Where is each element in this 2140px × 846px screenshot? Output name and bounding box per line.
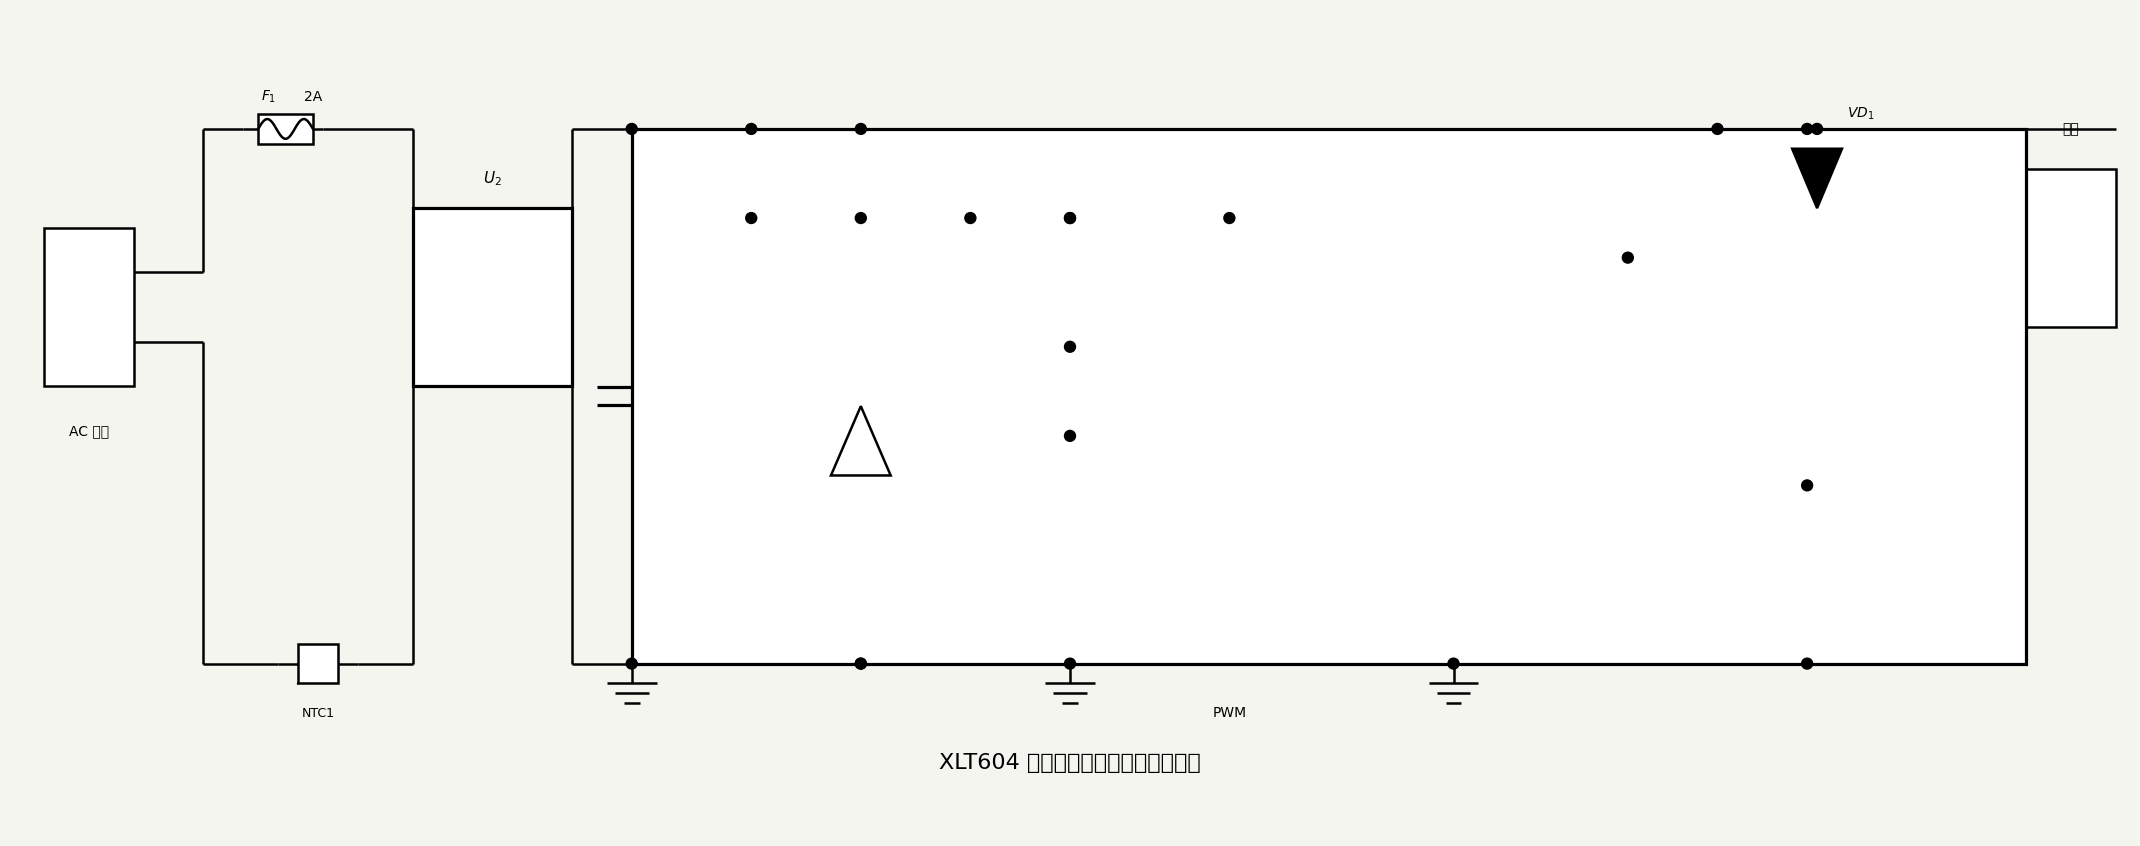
Text: 输出: 输出	[2063, 122, 2080, 136]
Text: $Q_1$: $Q_1$	[1697, 140, 1718, 158]
Circle shape	[627, 658, 638, 669]
Circle shape	[965, 212, 976, 223]
Text: $C_1$: $C_1$	[681, 367, 700, 386]
Bar	[297, 644, 338, 684]
Text: BYV260: BYV260	[1847, 137, 1894, 151]
Text: $L_1$: $L_1$	[1920, 164, 1935, 183]
Bar	[45, 228, 133, 387]
Text: LD   GATE: LD GATE	[1419, 340, 1487, 354]
Text: $R_2$: $R_2$	[1100, 253, 1119, 272]
Bar	[413, 208, 571, 387]
Text: $R_1$: $R_1$	[1748, 169, 1766, 188]
Text: $22\mu F$: $22\mu F$	[681, 408, 715, 424]
Bar	[1695, 160, 1740, 236]
Circle shape	[1224, 212, 1235, 223]
Bar	[259, 114, 312, 144]
Text: 4.7mH: 4.7mH	[1907, 236, 1947, 250]
Text: NTC1: NTC1	[302, 706, 334, 720]
Circle shape	[856, 658, 867, 669]
Bar	[1049, 480, 1091, 610]
Text: XLT604 在交流输入中的典型应用电路: XLT604 在交流输入中的典型应用电路	[939, 753, 1201, 772]
Text: $464k\Omega$: $464k\Omega$	[1748, 221, 1789, 235]
Text: $C_3$: $C_3$	[1010, 412, 1029, 431]
Text: $F_1$: $F_1$	[261, 89, 276, 106]
Circle shape	[1064, 431, 1076, 442]
Circle shape	[1622, 252, 1633, 263]
Text: $0.1\mu F$: $0.1\mu F$	[1171, 180, 1209, 196]
Circle shape	[856, 658, 867, 669]
Text: $2.2\mu F$: $2.2\mu F$	[882, 185, 918, 201]
Circle shape	[745, 212, 758, 223]
Polygon shape	[1791, 149, 1843, 208]
Text: $C_2$: $C_2$	[792, 214, 809, 233]
Circle shape	[1802, 480, 1813, 491]
Text: GND: GND	[1438, 508, 1468, 522]
Bar	[1785, 512, 1830, 578]
Text: ZD: ZD	[905, 424, 927, 438]
Text: IRF840: IRF840	[1828, 316, 1870, 328]
Bar	[1885, 190, 1969, 226]
Circle shape	[1712, 124, 1723, 135]
Bar	[1049, 349, 1091, 404]
Text: $0.1\mu F$: $0.1\mu F$	[792, 260, 828, 276]
Circle shape	[1449, 658, 1459, 669]
Circle shape	[1802, 124, 1813, 135]
Circle shape	[856, 124, 867, 135]
Bar	[2027, 168, 2116, 327]
Circle shape	[1813, 124, 1823, 135]
Bar	[839, 149, 882, 198]
Text: R: R	[890, 146, 903, 162]
Circle shape	[1064, 212, 1076, 223]
Circle shape	[745, 124, 758, 135]
Text: AC2 NEO: AC2 NEO	[462, 330, 522, 343]
Circle shape	[1802, 658, 1813, 669]
Circle shape	[856, 212, 867, 223]
Text: 2: 2	[83, 334, 94, 349]
Text: 2A: 2A	[304, 91, 323, 104]
Bar	[1049, 243, 1091, 303]
Text: AC1 POS: AC1 POS	[462, 251, 522, 265]
Circle shape	[1064, 341, 1076, 352]
Circle shape	[627, 124, 638, 135]
Text: 1: 1	[2065, 201, 2076, 216]
Text: $R_3$: $R_3$	[1100, 515, 1119, 535]
Text: $0.56\Omega$: $0.56\Omega$	[1836, 568, 1877, 581]
Text: $C_4$: $C_4$	[1269, 431, 1288, 450]
Bar	[631, 129, 2027, 663]
Circle shape	[1064, 658, 1076, 669]
Bar	[1329, 189, 1577, 564]
Text: $178k\Omega$: $178k\Omega$	[1100, 295, 1143, 309]
Text: PWM  CS: PWM CS	[1423, 430, 1485, 442]
Text: AC 输入: AC 输入	[68, 424, 109, 438]
Circle shape	[1064, 212, 1076, 223]
Text: $1k\Omega$: $1k\Omega$	[1100, 558, 1126, 572]
Text: $R_5$: $R_5$	[1100, 357, 1119, 376]
Text: $U_2$: $U_2$	[484, 169, 501, 188]
Text: PWM: PWM	[1213, 706, 1245, 720]
Text: 2: 2	[2065, 280, 2076, 295]
Text: VDD ROSC: VDD ROSC	[1417, 251, 1489, 264]
Text: 1: 1	[83, 265, 94, 280]
Text: $R_4$: $R_4$	[1836, 525, 1855, 544]
Text: $5k\Omega$: $5k\Omega$	[1100, 399, 1126, 413]
Text: $VD_1$: $VD_1$	[1847, 106, 1875, 123]
